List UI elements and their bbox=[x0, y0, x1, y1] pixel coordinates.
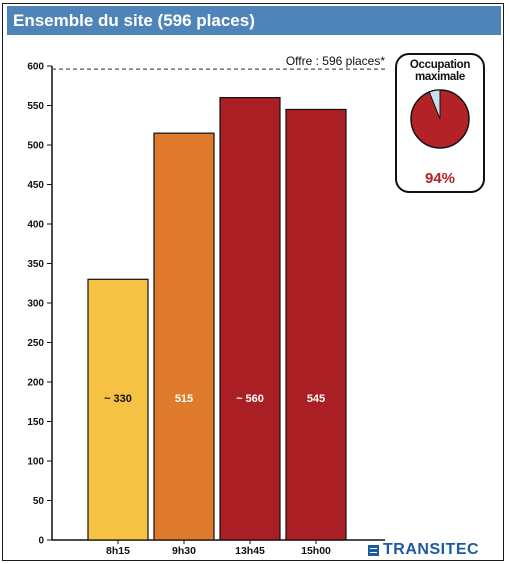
chart-title: Ensemble du site (596 places) bbox=[7, 6, 501, 35]
y-tick-label: 500 bbox=[27, 141, 44, 152]
y-tick-label: 300 bbox=[27, 299, 44, 310]
offer-label: Offre : 596 places* bbox=[286, 54, 386, 68]
occupation-title-line2: maximale bbox=[414, 71, 466, 83]
y-tick-label: 0 bbox=[38, 536, 44, 547]
bar-value-label: ~ 330 bbox=[104, 393, 132, 405]
y-tick-label: 150 bbox=[27, 417, 44, 428]
bar-8h15 bbox=[87, 278, 149, 541]
offer-reference: Offre : 596 places* bbox=[52, 54, 386, 70]
pie-free-slice bbox=[428, 89, 441, 120]
bar-value-label: ~ 560 bbox=[236, 393, 264, 405]
y-tick-label: 550 bbox=[27, 101, 44, 112]
x-category-label: 8h15 bbox=[106, 545, 130, 557]
y-tick-label: 100 bbox=[27, 457, 44, 468]
bar-13h45 bbox=[219, 96, 281, 541]
y-tick-label: 600 bbox=[27, 62, 44, 73]
y-tick-label: 400 bbox=[27, 220, 44, 231]
y-tick-label: 50 bbox=[33, 496, 45, 507]
bar-15h00 bbox=[285, 108, 347, 541]
x-category-label: 13h45 bbox=[235, 545, 265, 557]
occupation-title-line1: Occupation bbox=[409, 59, 471, 71]
occupation-title: Occupation maximale bbox=[397, 59, 483, 83]
bar-value-label: 545 bbox=[307, 393, 325, 405]
y-tick-label: 200 bbox=[27, 378, 44, 389]
occupation-panel: Occupation maximale 94% bbox=[395, 53, 485, 193]
logo-text: TRANSITEC bbox=[383, 541, 480, 558]
occupation-pie bbox=[410, 89, 470, 149]
y-tick-label: 250 bbox=[27, 338, 44, 349]
y-tick-label: 350 bbox=[27, 259, 44, 270]
bar-value-label: 515 bbox=[175, 393, 193, 405]
transitec-logo: TRANSITEC bbox=[368, 541, 479, 559]
y-tick-label: 450 bbox=[27, 180, 44, 191]
transitec-logo-icon bbox=[368, 544, 379, 556]
chart-bars bbox=[87, 96, 347, 541]
occupation-percent: 94% bbox=[424, 170, 456, 187]
bar-9h30 bbox=[153, 132, 215, 541]
chart-labels: ~ 330 8h15 515 9h30 ~ 560 13h45 545 15h00 bbox=[104, 393, 331, 557]
x-category-label: 9h30 bbox=[172, 545, 196, 557]
x-category-label: 15h00 bbox=[301, 545, 331, 557]
